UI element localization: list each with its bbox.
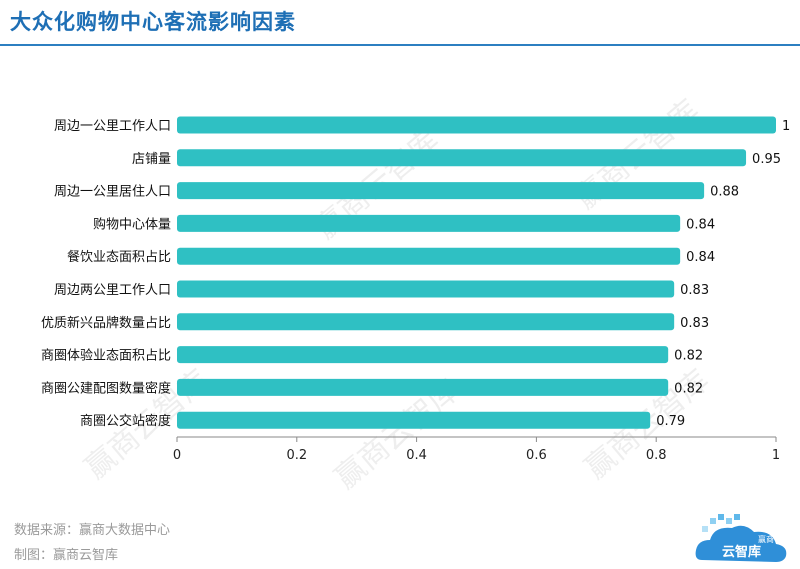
bar	[177, 280, 675, 298]
data-label: 0.84	[686, 250, 715, 265]
data-label: 0.95	[752, 152, 781, 167]
data-source-note: 数据来源：赢商大数据中心	[14, 523, 171, 538]
category-label: 商圈体验业态面积占比	[41, 348, 171, 364]
category-label: 优质新兴品牌数量占比	[41, 315, 171, 331]
category-label: 购物中心体量	[93, 216, 171, 232]
logo-main-text: 云智库	[722, 544, 761, 560]
bar	[177, 149, 747, 167]
x-tick-label: 1	[772, 448, 780, 463]
made-by-note: 制图：赢商云智库	[14, 548, 119, 563]
data-label: 0.84	[686, 217, 715, 232]
category-label: 商圈公建配图数量密度	[41, 380, 171, 396]
bars-layer	[177, 116, 776, 429]
x-tick-label: 0.2	[286, 448, 307, 463]
bar	[177, 182, 705, 200]
category-label: 餐饮业态面积占比	[67, 249, 171, 265]
category-labels: 周边一公里工作人口店铺量周边一公里居住人口购物中心体量餐饮业态面积占比周边两公里…	[41, 119, 171, 429]
category-label: 店铺量	[132, 152, 171, 167]
bar	[177, 378, 669, 396]
data-label: 0.88	[710, 185, 739, 200]
data-label: 0.82	[674, 381, 703, 396]
category-label: 周边一公里工作人口	[54, 119, 171, 134]
data-label: 0.83	[680, 316, 709, 331]
category-label: 周边一公里居住人口	[54, 185, 171, 200]
data-label: 0.83	[680, 283, 709, 298]
data-label: 1	[782, 119, 790, 134]
x-axis: 0 0.2 0.4 0.6 0.8 1	[173, 436, 780, 463]
bar	[177, 346, 669, 364]
category-label: 周边两公里工作人口	[54, 283, 171, 298]
title-divider	[0, 44, 800, 46]
x-tick-label: 0.6	[526, 448, 547, 463]
value-labels: 1 0.95 0.88 0.84 0.84 0.83 0.83 0.82 0.82 0.79	[656, 119, 790, 429]
bar	[177, 116, 776, 134]
x-tick-label: 0.4	[406, 448, 427, 463]
brand-logo: 赢商 云智库	[695, 514, 787, 562]
category-label: 商圈公交站密度	[80, 413, 171, 429]
logo-top-text: 赢商	[758, 534, 774, 544]
bar	[177, 214, 681, 232]
data-label: 0.82	[674, 349, 703, 364]
data-label: 0.79	[656, 414, 685, 429]
bar	[177, 411, 651, 429]
chart-title: 大众化购物中心客流影响因素	[10, 10, 296, 34]
x-tick-label: 0	[173, 448, 181, 463]
bar	[177, 313, 675, 331]
bar	[177, 247, 681, 265]
x-tick-label: 0.8	[646, 448, 667, 463]
